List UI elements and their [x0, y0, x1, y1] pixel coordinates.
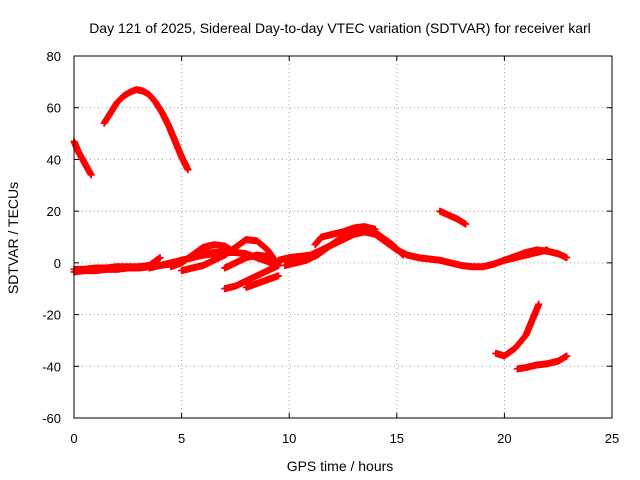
y-tick-label: 60: [47, 101, 61, 116]
chart-title: Day 121 of 2025, Sidereal Day-to-day VTE…: [89, 20, 591, 36]
series-arc-16: [513, 352, 571, 373]
y-tick-label: 20: [47, 204, 61, 219]
x-tick-label: 25: [605, 431, 619, 446]
series-arc-17: [500, 246, 551, 264]
series-track: [437, 208, 469, 227]
y-axis-label: SDTVAR / TECUs: [5, 182, 21, 294]
series-arc-10: [242, 272, 282, 291]
y-tick-label: -20: [42, 308, 61, 323]
series-track: [222, 251, 281, 272]
series-track: [514, 353, 570, 373]
series-track: [243, 272, 281, 291]
y-tick-label: -40: [42, 359, 61, 374]
series-arc-6: [167, 241, 239, 271]
series-arc-13: [311, 223, 379, 249]
x-tick-label: 15: [390, 431, 404, 446]
series-arc-2: [100, 86, 192, 174]
series-arc-9: [221, 261, 282, 293]
y-tick-label: 0: [54, 256, 61, 271]
x-tick-label: 5: [178, 431, 185, 446]
x-tick-label: 20: [497, 431, 511, 446]
x-tick-label: 10: [282, 431, 296, 446]
series-arc-14: [436, 207, 470, 228]
x-axis-label: GPS time / hours: [287, 458, 394, 474]
series-track: [493, 301, 542, 360]
series-track: [501, 246, 550, 264]
series-track: [222, 262, 281, 292]
series-arc-12: [281, 225, 407, 269]
y-tick-label: -60: [42, 411, 61, 426]
data-layer: [70, 86, 571, 373]
series-arc-15: [492, 300, 543, 360]
x-tick-label: 0: [70, 431, 77, 446]
series-track: [101, 86, 192, 173]
y-tick-label: 80: [47, 49, 61, 64]
plot-frame: [73, 55, 613, 419]
series-track: [312, 223, 378, 248]
y-tick-label: 40: [47, 152, 61, 167]
ticks: 0 5 10 15 20 25 -60 -40 -20 0 20 40 60 80: [42, 49, 619, 446]
